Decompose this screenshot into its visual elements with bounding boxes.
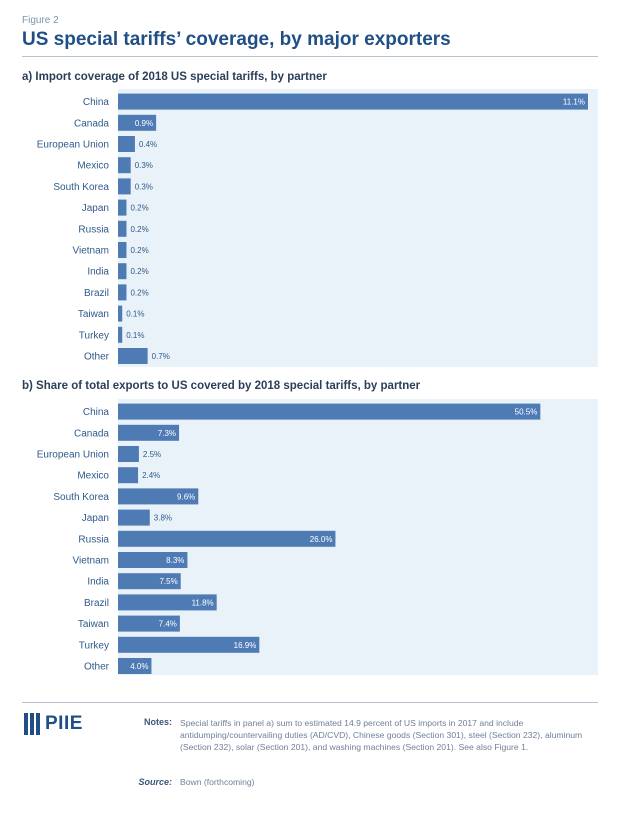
- category-label: Turkey: [79, 640, 109, 651]
- category-label: Vietnam: [72, 246, 109, 257]
- category-label: Turkey: [79, 330, 109, 341]
- value-label: 0.1%: [126, 331, 144, 340]
- value-label: 7.3%: [158, 429, 176, 438]
- category-label: Vietnam: [72, 556, 109, 567]
- title-divider: [22, 56, 598, 57]
- figure-title: US special tariffs’ coverage, by major e…: [22, 29, 451, 50]
- value-label: 4.0%: [130, 662, 148, 671]
- value-label: 0.1%: [126, 310, 144, 319]
- bar: [118, 305, 123, 322]
- category-label: Brazil: [84, 598, 109, 609]
- category-label: Brazil: [84, 288, 109, 299]
- logo-text: PIIE: [45, 713, 83, 734]
- value-label: 26.0%: [310, 535, 333, 544]
- value-label: 0.3%: [135, 161, 153, 170]
- category-label: India: [87, 577, 109, 588]
- notes-text: Special tariffs in panel a) sum to estim…: [180, 718, 583, 752]
- bar: [118, 552, 188, 568]
- bar: [118, 467, 139, 484]
- category-label: South Korea: [53, 182, 109, 193]
- value-label: 50.5%: [515, 408, 538, 417]
- bar: [118, 220, 127, 237]
- bar: [118, 488, 199, 505]
- bar: [118, 263, 127, 280]
- value-label: 8.3%: [166, 556, 184, 565]
- source-text: Bown (forthcoming): [180, 777, 255, 787]
- category-label: China: [83, 407, 110, 418]
- bar: [118, 326, 123, 343]
- bar: [118, 530, 336, 547]
- panel-a-background: [118, 89, 598, 367]
- piie-logo: PIIE: [24, 713, 83, 735]
- bar: [118, 157, 131, 174]
- category-label: Mexico: [77, 161, 109, 172]
- figure-label: Figure 2: [22, 15, 59, 26]
- category-label: Canada: [74, 118, 109, 129]
- value-label: 0.7%: [152, 352, 170, 361]
- category-label: Taiwan: [78, 619, 109, 630]
- bar: [118, 658, 152, 674]
- category-label: India: [87, 267, 109, 278]
- bar: [118, 594, 217, 611]
- bar: [118, 573, 181, 590]
- bar: [118, 242, 127, 258]
- piie-logo-icon: [24, 713, 40, 735]
- value-label: 11.1%: [563, 98, 585, 107]
- category-label: Japan: [82, 203, 109, 214]
- category-label: Taiwan: [78, 309, 109, 320]
- value-label: 0.2%: [130, 246, 148, 255]
- bar: [118, 348, 148, 364]
- category-label: European Union: [37, 140, 109, 151]
- value-label: 3.8%: [154, 514, 172, 523]
- bar: [118, 178, 131, 195]
- category-label: Other: [84, 662, 110, 673]
- value-label: 7.5%: [159, 577, 177, 586]
- bar: [118, 509, 150, 526]
- category-label: Russia: [78, 534, 109, 545]
- value-label: 0.2%: [130, 288, 148, 297]
- value-label: 0.4%: [139, 140, 157, 149]
- category-label: Mexico: [77, 471, 109, 482]
- category-label: China: [83, 97, 110, 108]
- bar: [118, 93, 588, 110]
- category-label: Other: [84, 352, 110, 363]
- value-label: 9.6%: [177, 492, 195, 501]
- bar: [118, 446, 139, 462]
- value-label: 7.4%: [159, 620, 177, 629]
- footer-divider: [22, 702, 598, 703]
- panel-a-title: a) Import coverage of 2018 US special ta…: [22, 71, 327, 83]
- bar: [118, 136, 135, 152]
- value-label: 11.8%: [192, 598, 214, 607]
- panel-b-title: b) Share of total exports to US covered …: [22, 380, 421, 392]
- category-label: Canada: [74, 428, 109, 439]
- value-label: 0.2%: [130, 267, 148, 276]
- bar: [118, 284, 127, 301]
- value-label: 2.4%: [142, 471, 160, 480]
- bar: [118, 199, 127, 216]
- bar: [118, 615, 180, 632]
- bar: [118, 424, 180, 441]
- category-label: South Korea: [53, 492, 109, 503]
- category-label: Russia: [78, 224, 109, 235]
- value-label: 0.3%: [135, 182, 153, 191]
- value-label: 2.5%: [143, 450, 161, 459]
- value-label: 0.2%: [130, 225, 148, 234]
- source-label: Source:: [138, 777, 172, 787]
- bar: [118, 403, 541, 420]
- panel-b-chart: China 50.5% Canada 7.3% European Union 2.5% Me…: [37, 403, 541, 674]
- notes-label: Notes:: [143, 717, 172, 727]
- bar: [118, 114, 157, 131]
- bar: [118, 636, 260, 653]
- value-label: 16.9%: [234, 641, 257, 650]
- category-label: Japan: [82, 513, 109, 524]
- value-label: 0.9%: [135, 119, 153, 128]
- value-label: 0.2%: [130, 204, 148, 213]
- category-label: European Union: [37, 450, 109, 461]
- panel-a-chart: China 11.1% Canada 0.9% European Union 0.4% Me…: [37, 93, 588, 364]
